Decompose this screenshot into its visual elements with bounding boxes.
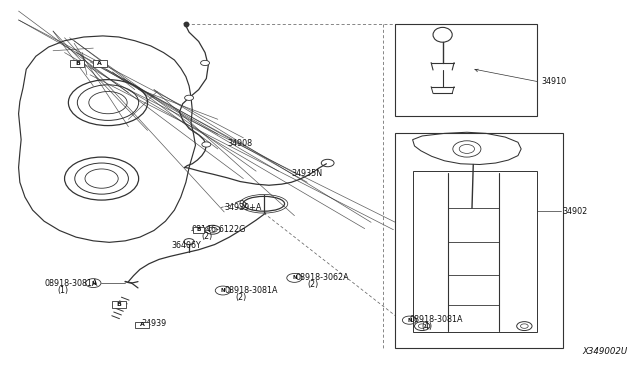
Bar: [413, 171, 537, 333]
Text: 34908: 34908: [227, 139, 253, 148]
FancyBboxPatch shape: [136, 322, 150, 328]
FancyBboxPatch shape: [93, 60, 107, 67]
Text: 08918-3081A: 08918-3081A: [410, 315, 463, 324]
Text: 08918-3062A: 08918-3062A: [296, 273, 349, 282]
Text: 34935N: 34935N: [291, 169, 323, 177]
Bar: [396, 134, 563, 348]
Text: (2): (2): [307, 280, 319, 289]
Text: A: A: [140, 323, 145, 327]
Text: 08918-3081A: 08918-3081A: [224, 286, 278, 295]
Text: (2): (2): [202, 232, 213, 241]
Text: N: N: [292, 275, 297, 280]
Text: B: B: [116, 302, 121, 307]
FancyBboxPatch shape: [70, 60, 84, 67]
Text: (1): (1): [57, 286, 68, 295]
Text: N: N: [407, 318, 412, 323]
Circle shape: [184, 95, 193, 100]
Text: 34939: 34939: [141, 320, 166, 328]
Bar: [396, 24, 537, 116]
Text: B: B: [196, 227, 201, 232]
Circle shape: [184, 238, 194, 244]
Text: (4): (4): [421, 321, 432, 331]
Text: A: A: [97, 61, 102, 66]
Text: 36406Y: 36406Y: [172, 241, 202, 250]
Text: N: N: [91, 280, 95, 286]
Circle shape: [200, 60, 209, 65]
Text: 34939+A: 34939+A: [224, 203, 262, 212]
Text: X349002U: X349002U: [582, 347, 628, 356]
Text: 34910: 34910: [541, 77, 567, 86]
FancyBboxPatch shape: [112, 301, 126, 308]
Circle shape: [202, 142, 211, 147]
Text: 08918-3081A: 08918-3081A: [44, 279, 98, 288]
Text: (2): (2): [236, 293, 247, 302]
Text: B: B: [75, 61, 80, 66]
Text: N: N: [221, 288, 225, 293]
Text: 34902: 34902: [563, 207, 588, 216]
FancyBboxPatch shape: [193, 227, 204, 233]
Text: 08146-6122G: 08146-6122G: [191, 225, 245, 234]
